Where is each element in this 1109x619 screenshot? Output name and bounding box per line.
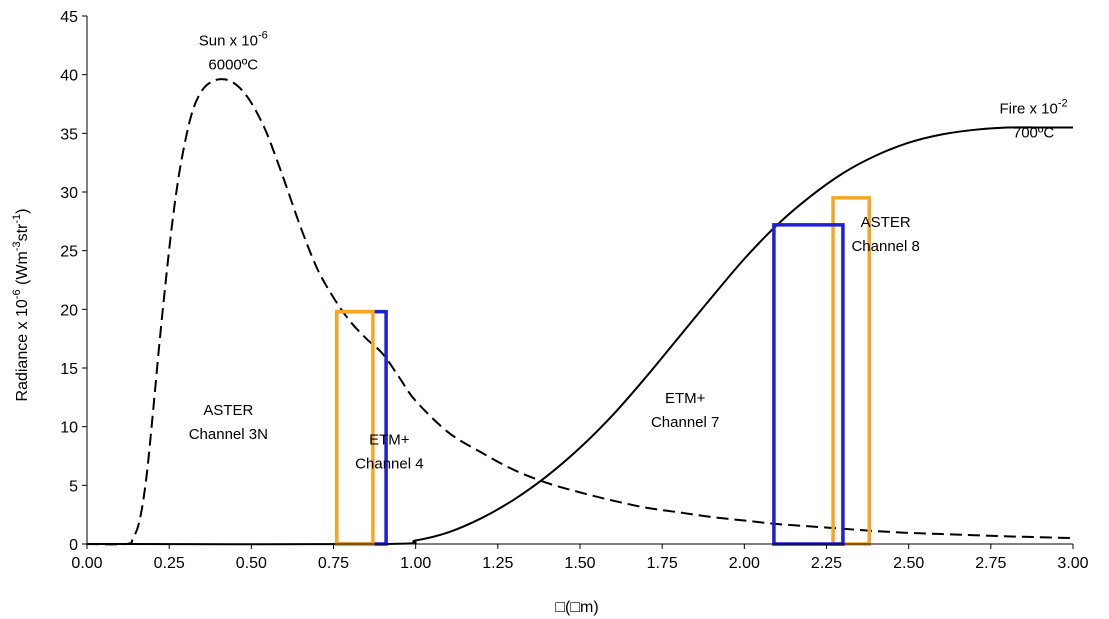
annotation-line: ASTER — [203, 402, 253, 419]
annotation-line: Fire x 10-2 — [999, 97, 1067, 117]
y-axis-title: Radiance x 10-6 (Wm-3str-1) — [11, 209, 31, 402]
band-aster-channel-3n — [335, 309, 375, 546]
x-tick-label: 2.50 — [893, 555, 924, 572]
band-etm-channel-4 — [335, 309, 388, 546]
annotation-aster-8: ASTER Channel 8 — [851, 214, 919, 255]
sun-curve-line — [86, 78, 1074, 546]
y-tick-label: 40 — [60, 68, 78, 85]
x-tick-label: 0.75 — [318, 555, 349, 572]
x-tick-label: 0.50 — [236, 555, 267, 572]
annotations-layer: Sun x 10-6 6000ºC Fire x 10-2 700ºC ASTER Cha… — [189, 29, 1068, 472]
annotation-line: ASTER — [861, 214, 911, 231]
annotation-line: Channel 7 — [651, 414, 719, 431]
x-tick-label: 0.00 — [71, 555, 102, 572]
y-tick-label: 25 — [60, 244, 78, 261]
x-axis-title: □(□m) — [555, 599, 598, 616]
annotation-line: ETM+ — [369, 431, 410, 448]
annotation-line: Sun x 10-6 — [199, 29, 268, 49]
axes-layer: 0.00 0.25 0.50 0.75 1.00 1.25 1.50 1.75 2.00 2.25… — [60, 9, 1088, 572]
annotation-line: Channel 8 — [851, 238, 919, 255]
x-tick-label: 1.50 — [564, 555, 595, 572]
x-tick-label: 1.00 — [400, 555, 431, 572]
annotation-fire-title: Fire x 10-2 700ºC — [999, 97, 1067, 141]
annotation-line: 6000ºC — [208, 56, 258, 73]
x-tick-label: 1.25 — [482, 555, 513, 572]
bands-layer — [335, 196, 871, 546]
y-axis-title-unit-exp1: -3 — [11, 241, 23, 251]
y-tick-label: 0 — [69, 537, 78, 554]
annotation-line: Channel 4 — [355, 455, 423, 472]
y-axis-title-unit-open: (Wm — [14, 251, 31, 285]
x-tick-label: 2.75 — [975, 555, 1006, 572]
annotation-line: Channel 3N — [189, 426, 268, 443]
x-tick-label: 2.00 — [729, 555, 760, 572]
y-tick-label: 35 — [60, 126, 78, 143]
y-axis-title-exp: -6 — [11, 289, 23, 299]
y-tick-label: 45 — [60, 9, 78, 26]
x-tick-label: 3.00 — [1057, 555, 1088, 572]
series-layer — [86, 78, 1074, 546]
annotation-line: ETM+ — [665, 390, 706, 407]
y-axis-title-prefix: Radiance x 10 — [14, 299, 31, 401]
y-tick-label: 5 — [69, 478, 78, 495]
x-tick-label: 0.25 — [154, 555, 185, 572]
y-axis-title-unit-mid: str — [14, 223, 31, 241]
y-tick-label: 10 — [60, 420, 78, 437]
annotation-etm-4: ETM+ Channel 4 — [355, 431, 423, 472]
annotation-aster-3n: ASTER Channel 3N — [189, 402, 268, 443]
annotation-sun-title: Sun x 10-6 6000ºC — [199, 29, 268, 73]
annotation-etm-7: ETM+ Channel 7 — [651, 390, 719, 431]
y-axis-title-unit-exp2: -1 — [11, 214, 23, 224]
y-tick-label: 20 — [60, 302, 78, 319]
y-tick-label: 30 — [60, 185, 78, 202]
x-tick-label: 1.75 — [647, 555, 678, 572]
fire-curve-line — [86, 126, 1073, 546]
y-tick-label: 15 — [60, 361, 78, 378]
y-axis-title-unit-close: ) — [14, 209, 31, 214]
annotation-line: 700ºC — [1013, 124, 1055, 141]
x-tick-label: 2.25 — [811, 555, 842, 572]
